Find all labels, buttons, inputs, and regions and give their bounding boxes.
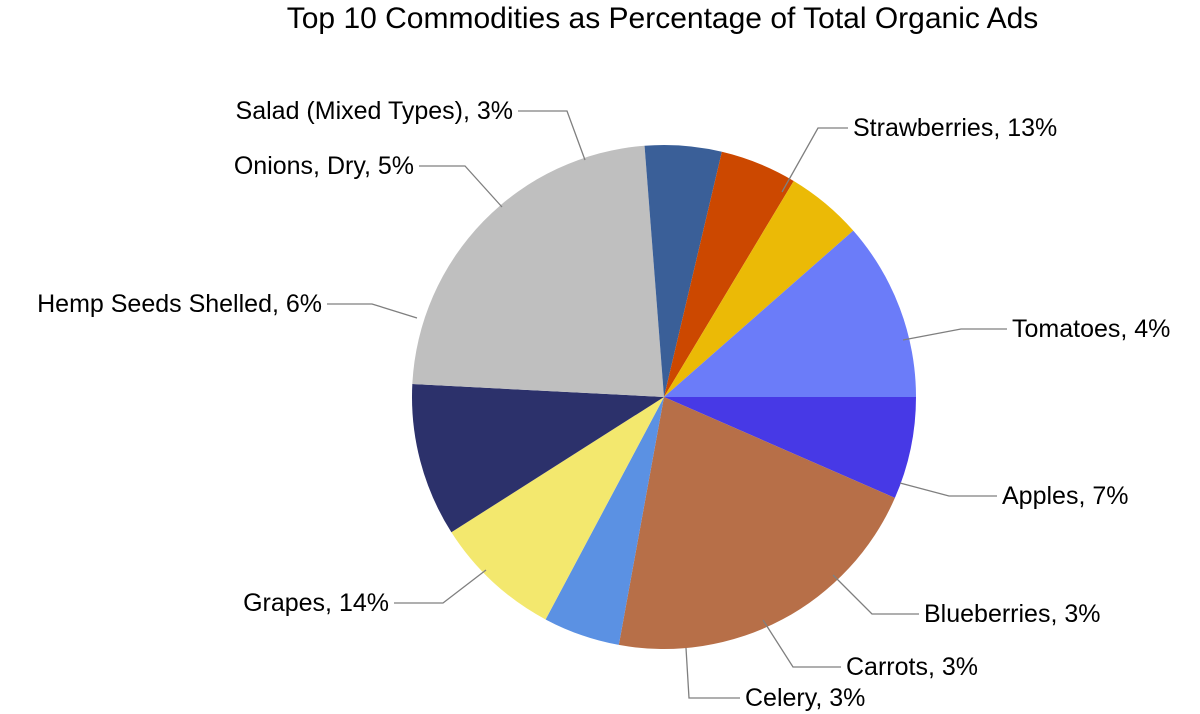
slice-label-salad-mixed-types: Salad (Mixed Types), 3% — [236, 97, 513, 125]
pie-slice-apples — [664, 230, 916, 397]
pie-slice-hemp-seeds-shelled — [411, 384, 664, 533]
leader-lines — [327, 110, 1007, 699]
pie-slice-grapes — [412, 145, 664, 397]
pie-slice-onions-dry — [451, 397, 664, 620]
leader-line-blueberries — [832, 574, 919, 615]
pie-slice-blueberries — [664, 180, 854, 397]
pie-slice-strawberries — [618, 397, 895, 650]
slice-label-carrots: Carrots, 3% — [846, 653, 978, 681]
slice-label-apples: Apples, 7% — [1002, 482, 1128, 510]
leader-line-apples — [899, 482, 997, 497]
slice-label-hemp-seeds-shelled: Hemp Seeds Shelled, 6% — [37, 290, 322, 318]
slice-label-celery: Celery, 3% — [745, 684, 865, 712]
pie-slice-carrots — [664, 151, 794, 397]
pie-slice-tomatoes — [664, 397, 916, 498]
slice-label-onions-dry: Onions, Dry, 5% — [234, 152, 414, 180]
slice-labels: Tomatoes, 4% Strawberries, 13% Salad (Mixe… — [37, 97, 1170, 712]
leader-line-grapes — [394, 569, 487, 604]
leader-line-celery — [685, 647, 740, 699]
leader-line-salad-mixed-types — [518, 110, 586, 161]
leader-line-tomatoes — [902, 328, 1007, 341]
leader-line-carrots — [762, 619, 841, 668]
leader-line-hemp-seeds-shelled — [327, 303, 418, 319]
slice-label-strawberries: Strawberries, 13% — [853, 114, 1057, 142]
slice-label-tomatoes: Tomatoes, 4% — [1012, 315, 1170, 343]
pie-slice-celery — [644, 144, 722, 397]
pie-slices — [411, 144, 916, 650]
pie-slice-salad-mixed-types — [545, 397, 664, 645]
leader-line-strawberries — [781, 127, 848, 193]
chart-title: Top 10 Commodities as Percentage of Tota… — [286, 2, 1039, 35]
slice-label-blueberries: Blueberries, 3% — [924, 600, 1100, 628]
slice-label-grapes: Grapes, 14% — [243, 589, 389, 617]
leader-line-onions-dry — [419, 165, 503, 208]
